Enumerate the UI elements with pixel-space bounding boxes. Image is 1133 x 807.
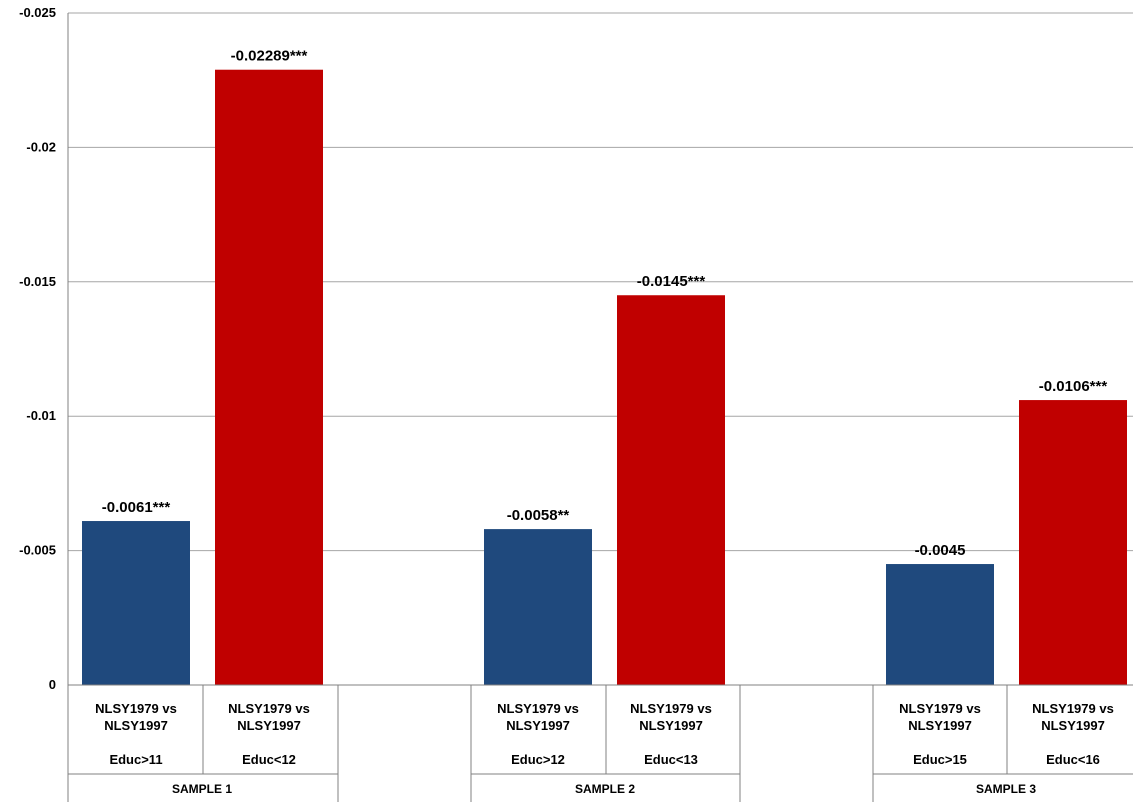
bar-blue <box>82 521 190 685</box>
category-label-line2: NLSY1997 <box>506 718 570 733</box>
axis-layer <box>67 13 1133 802</box>
category-label-line1: NLSY1979 vs <box>228 701 310 716</box>
condition-label: Educ<13 <box>644 752 698 767</box>
category-label-line1: NLSY1979 vs <box>1032 701 1114 716</box>
category-label-line1: NLSY1979 vs <box>899 701 981 716</box>
category-label-line2: NLSY1997 <box>237 718 301 733</box>
bars-layer <box>82 69 1127 685</box>
data-label: -0.0145*** <box>637 273 706 290</box>
condition-label: Educ>11 <box>109 752 162 767</box>
y-tick-label: -0.02 <box>26 139 56 154</box>
condition-label: Educ>12 <box>511 752 565 767</box>
y-tick-label: -0.015 <box>19 274 56 289</box>
y-tick-label: -0.025 <box>19 5 56 20</box>
condition-label: Educ<16 <box>1046 752 1100 767</box>
condition-label: Educ<12 <box>242 752 296 767</box>
data-label: -0.0106*** <box>1039 378 1108 395</box>
category-label-line2: NLSY1997 <box>1041 718 1105 733</box>
group-label: SAMPLE 1 <box>172 782 232 796</box>
category-label-line2: NLSY1997 <box>908 718 972 733</box>
category-label-line1: NLSY1979 vs <box>497 701 579 716</box>
y-tick-label: 0 <box>49 677 56 692</box>
data-label: -0.0045 <box>915 542 966 559</box>
data-label: -0.02289*** <box>231 48 308 65</box>
bar-blue <box>484 529 592 685</box>
y-tick-label: -0.01 <box>26 408 56 423</box>
y-tick-label: -0.005 <box>19 543 56 558</box>
category-label-line2: NLSY1997 <box>104 718 168 733</box>
labels-layer: 0 -0.005 -0.01 -0.015 -0.02 -0.025 -0.0061*** N… <box>19 5 1114 796</box>
bar-blue <box>886 564 994 685</box>
group-label: SAMPLE 2 <box>575 782 635 796</box>
category-label-line2: NLSY1997 <box>639 718 703 733</box>
data-label: -0.0058** <box>507 507 570 524</box>
bar-red <box>1019 400 1127 685</box>
category-label-line1: NLSY1979 vs <box>95 701 177 716</box>
group-label: SAMPLE 3 <box>976 782 1036 796</box>
condition-label: Educ>15 <box>913 752 967 767</box>
data-label: -0.0061*** <box>102 499 171 516</box>
bar-red <box>617 295 725 685</box>
category-label-line1: NLSY1979 vs <box>630 701 712 716</box>
bar-red <box>215 69 323 685</box>
